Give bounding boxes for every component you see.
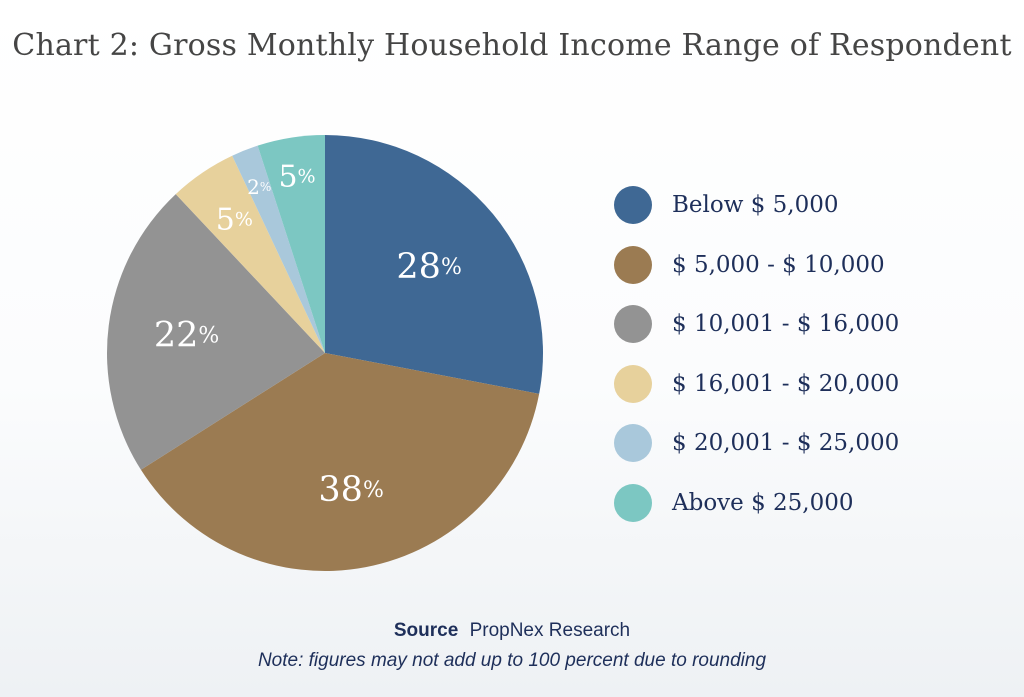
pie-slice	[175, 155, 325, 353]
legend-item-above-25000: Above $ 25,000	[614, 483, 899, 523]
slice-value-label: 28%	[396, 247, 461, 287]
legend-label: $ 20,001 - $ 25,000	[672, 430, 900, 457]
legend-item-10001-16000: $ 10,001 - $ 16,000	[614, 304, 899, 344]
pie-slice	[325, 135, 543, 394]
legend-label: $ 5,000 - $ 10,000	[672, 251, 885, 278]
legend-item-20001-25000: $ 20,001 - $ 25,000	[614, 423, 899, 463]
legend-item-below-5000: Below $ 5,000	[614, 185, 899, 225]
legend-label: $ 10,001 - $ 16,000	[672, 311, 900, 338]
legend-label: Above $ 25,000	[672, 489, 854, 516]
source-text: PropNex Research	[469, 620, 631, 641]
source-line: Source PropNex Research	[0, 620, 1024, 642]
pie-slice	[140, 353, 540, 571]
footnote: Note: figures may not add up to 100 perc…	[257, 650, 767, 671]
pie-slice	[257, 135, 325, 353]
legend: Below $ 5,000 $ 5,000 - $ 10,000 $ 10,00…	[614, 185, 899, 543]
source-label: Source	[393, 620, 459, 641]
slice-value-label: 2%	[247, 175, 271, 199]
pie-slice	[106, 194, 325, 470]
legend-item-5000-10000: $ 5,000 - $ 10,000	[614, 245, 899, 285]
slice-value-label: 22%	[154, 316, 219, 356]
legend-swatch	[614, 305, 652, 344]
slice-value-label: 38%	[318, 470, 383, 510]
slice-value-label: 5%	[216, 202, 253, 237]
pie-chart: 28% 38% 22% 5% 2% 5%	[106, 135, 543, 571]
legend-label: Below $ 5,000	[672, 192, 839, 218]
legend-swatch	[614, 424, 652, 463]
legend-item-16001-20000: $ 16,001 - $ 20,000	[614, 364, 899, 404]
legend-swatch	[614, 186, 652, 224]
legend-label: $ 16,001 - $ 20,000	[672, 370, 900, 397]
slice-value-label: 5%	[278, 159, 315, 194]
legend-swatch	[614, 364, 652, 403]
legend-swatch	[614, 245, 652, 284]
chart-title: Chart 2: Gross Monthly Household Income …	[12, 28, 1012, 63]
legend-swatch	[614, 483, 652, 522]
pie-slice	[232, 145, 325, 353]
